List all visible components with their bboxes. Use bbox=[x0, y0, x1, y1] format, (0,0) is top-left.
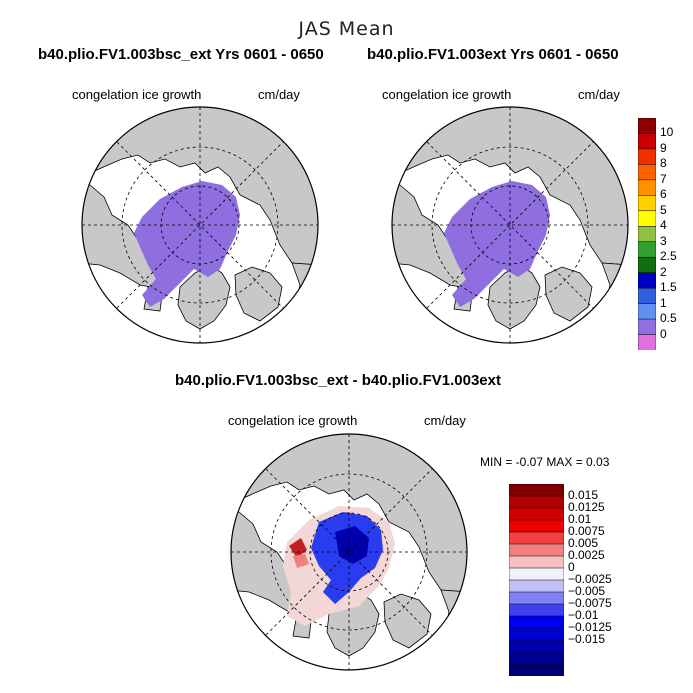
diff-field-positive bbox=[289, 538, 307, 558]
colorbar-diff-tick-label: 0.01 bbox=[568, 512, 592, 526]
colorbar-main-swatch bbox=[638, 148, 656, 166]
panel-1-variable: congelation ice growth bbox=[72, 87, 202, 102]
panel-2-title: b40.plio.FV1.003ext Yrs 0601 - 0650 bbox=[367, 46, 619, 63]
panel-3-units: cm/day bbox=[424, 413, 466, 428]
colorbar-main-swatch bbox=[638, 226, 656, 243]
colorbar-diff-tick-label: 0.005 bbox=[568, 536, 599, 550]
colorbar-main bbox=[638, 118, 656, 350]
colorbar-diff-tick-label: 0 bbox=[568, 560, 575, 574]
map-panel-diff bbox=[230, 433, 468, 671]
ice-growth-field bbox=[444, 181, 550, 307]
colorbar-diff-tick-label: 0.0125 bbox=[568, 500, 605, 514]
colorbar-diff-swatch bbox=[509, 591, 564, 605]
colorbar-diff-tick-label: −0.01 bbox=[568, 608, 599, 622]
map-panel-1 bbox=[81, 106, 319, 344]
colorbar-diff-swatch bbox=[509, 507, 564, 521]
colorbar-main-tick-label: 8 bbox=[660, 156, 667, 171]
panel-3-variable: congelation ice growth bbox=[228, 413, 358, 428]
colorbar-diff bbox=[509, 484, 564, 676]
ice-growth-field bbox=[134, 181, 240, 307]
main-title: JAS Mean bbox=[298, 18, 395, 40]
colorbar-diff-swatch bbox=[509, 567, 564, 581]
colorbar-diff-swatch bbox=[509, 555, 564, 569]
colorbar-main-swatch bbox=[638, 179, 656, 197]
colorbar-diff-swatch bbox=[509, 663, 564, 676]
colorbar-main-labels: 10 9 8 7 6 5 4 3 2.5 2 1.5 1 0.5 0 bbox=[660, 118, 690, 350]
map-panel-2 bbox=[391, 106, 629, 344]
diff-min-max: MIN = -0.07 MAX = 0.03 bbox=[480, 455, 610, 469]
colorbar-main-tick-label: 10 bbox=[660, 125, 674, 140]
colorbar-main-tick-label: 6 bbox=[660, 187, 667, 202]
panel-2-units: cm/day bbox=[578, 87, 620, 102]
panel-3-title: b40.plio.FV1.003bsc_ext - b40.plio.FV1.0… bbox=[175, 372, 501, 389]
colorbar-main-tick-label: 2.5 bbox=[660, 249, 677, 264]
colorbar-main-swatch bbox=[638, 164, 656, 181]
colorbar-diff-swatch bbox=[509, 543, 564, 557]
colorbar-diff-swatch bbox=[509, 579, 564, 593]
panel-1-title: b40.plio.FV1.003bsc_ext Yrs 0601 - 0650 bbox=[38, 46, 324, 63]
colorbar-main-tick-label: 2 bbox=[660, 264, 667, 279]
colorbar-diff-swatch bbox=[509, 495, 564, 509]
colorbar-diff-tick-label: −0.0125 bbox=[568, 620, 612, 634]
colorbar-main-swatch bbox=[638, 133, 656, 150]
colorbar-main-tick-label: 4 bbox=[660, 218, 667, 233]
colorbar-diff-tick-label: 0.015 bbox=[568, 488, 599, 502]
colorbar-diff-tick-label: −0.0075 bbox=[568, 596, 612, 610]
panel-2-variable: congelation ice growth bbox=[382, 87, 512, 102]
colorbar-main-swatch bbox=[638, 318, 656, 336]
colorbar-main-tick-label: 1.5 bbox=[660, 280, 677, 295]
colorbar-diff-tick-label: −0.0025 bbox=[568, 572, 612, 586]
colorbar-diff-swatch bbox=[509, 639, 564, 653]
colorbar-diff-swatch bbox=[509, 615, 564, 629]
colorbar-main-swatch bbox=[638, 118, 656, 135]
colorbar-main-swatch bbox=[638, 241, 656, 258]
colorbar-diff-swatch bbox=[509, 627, 564, 641]
colorbar-diff-swatch bbox=[509, 603, 564, 617]
colorbar-main-tick-label: 0 bbox=[660, 326, 667, 341]
colorbar-main-tick-label: 9 bbox=[660, 140, 667, 155]
colorbar-diff-tick-label: 0.0075 bbox=[568, 524, 605, 538]
colorbar-diff-swatch bbox=[509, 531, 564, 545]
colorbar-main-swatch bbox=[638, 334, 656, 350]
colorbar-main-swatch bbox=[638, 210, 656, 228]
colorbar-diff-labels: 0.015 0.0125 0.01 0.0075 0.005 0.0025 0 −0.0025… bbox=[568, 484, 638, 676]
colorbar-main-tick-label: 1 bbox=[660, 295, 667, 310]
colorbar-main-tick-label: 5 bbox=[660, 202, 667, 217]
colorbar-diff-tick-label: −0.005 bbox=[568, 584, 606, 598]
colorbar-diff-tick-label: −0.015 bbox=[568, 632, 606, 646]
colorbar-diff-swatch bbox=[509, 519, 564, 533]
colorbar-diff-tick-label: 0.0025 bbox=[568, 548, 605, 562]
colorbar-diff-swatch bbox=[509, 651, 564, 665]
colorbar-main-tick-label: 0.5 bbox=[660, 311, 677, 326]
panel-1-units: cm/day bbox=[258, 87, 300, 102]
colorbar-main-swatch bbox=[638, 287, 656, 305]
colorbar-main-tick-label: 3 bbox=[660, 233, 667, 248]
colorbar-main-swatch bbox=[638, 256, 656, 274]
colorbar-main-swatch bbox=[638, 303, 656, 320]
colorbar-diff-swatch bbox=[509, 484, 564, 497]
colorbar-main-swatch bbox=[638, 272, 656, 289]
colorbar-main-swatch bbox=[638, 195, 656, 212]
diff-field-strong-negative bbox=[335, 526, 369, 564]
diff-field-light-positive bbox=[293, 554, 309, 568]
colorbar-main-tick-label: 7 bbox=[660, 171, 667, 186]
